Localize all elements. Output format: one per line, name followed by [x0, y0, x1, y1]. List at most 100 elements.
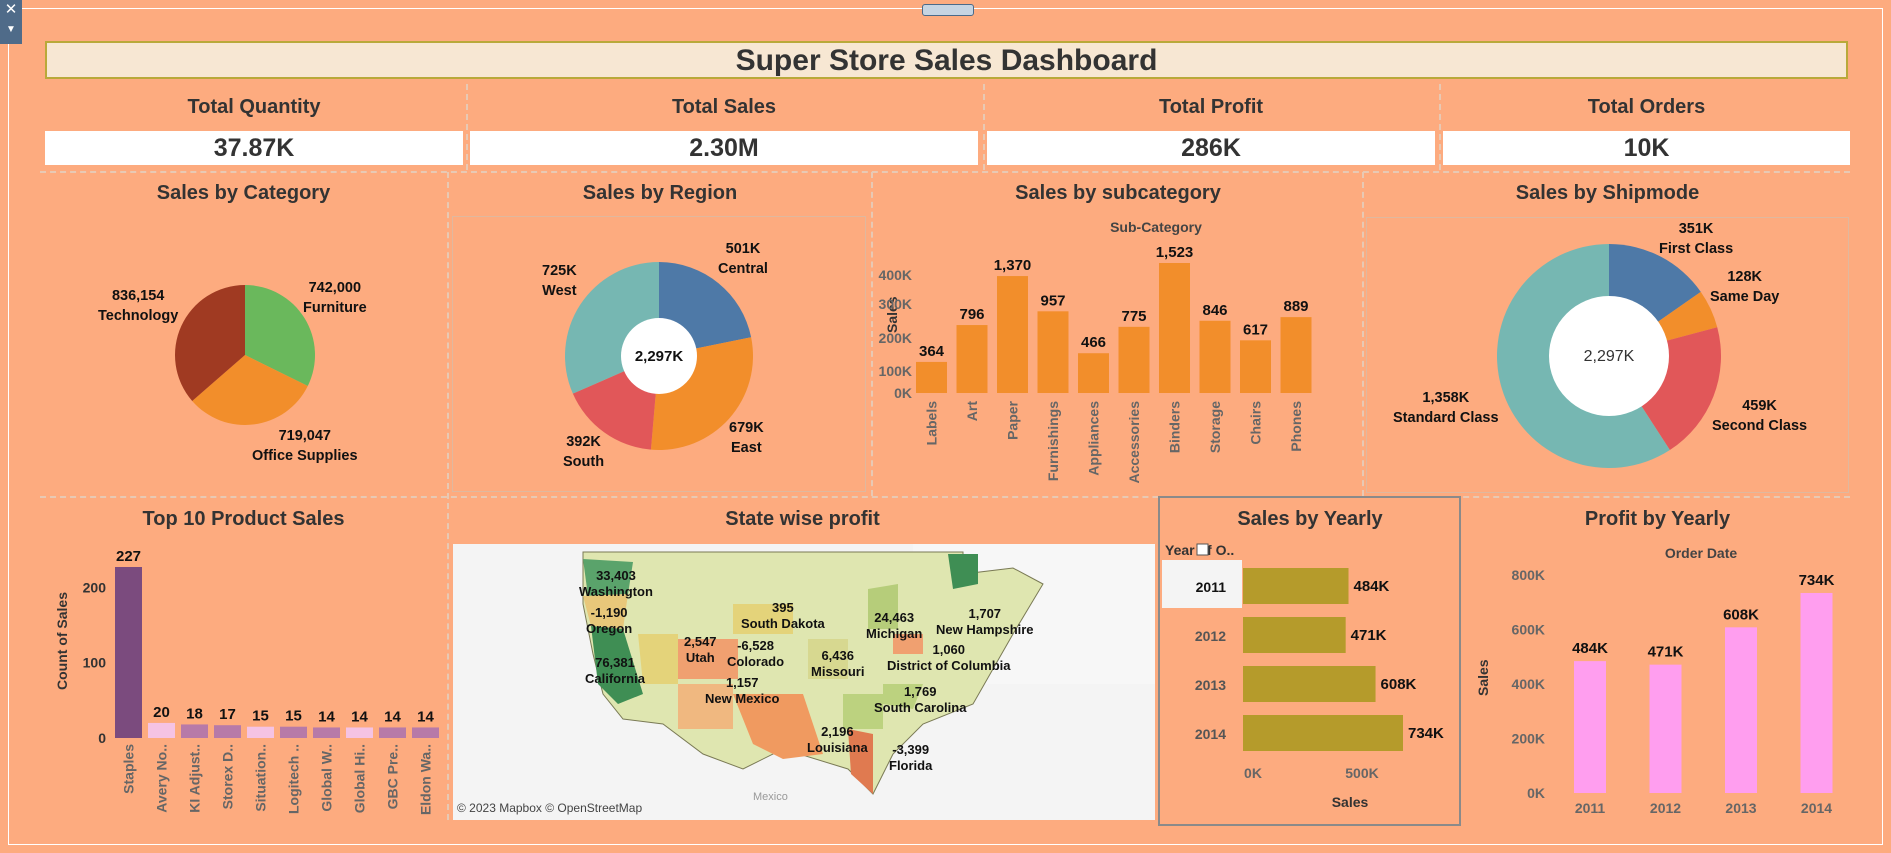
subcategory-ytick: 200K	[879, 330, 912, 346]
region-donut-chart: 2,297K	[565, 262, 753, 450]
top10-bar[interactable]	[181, 724, 208, 738]
subcategory-bar[interactable]	[1280, 317, 1312, 393]
category-slice-office-supplies[interactable]	[192, 355, 308, 425]
section-title-shipmode: Sales by Shipmode	[1515, 182, 1700, 204]
yearly-profit-ylabel: Sales	[1475, 659, 1491, 696]
container-controls[interactable]: ✕ ▼	[0, 0, 22, 44]
category-slice-furniture[interactable]	[245, 285, 315, 386]
top10-value-label: 20	[153, 704, 170, 721]
subcategory-bar[interactable]	[997, 276, 1028, 393]
yearly-profit-category-label: 2013	[1725, 800, 1756, 816]
yearly-profit-value-label: 734K	[1799, 572, 1835, 589]
shipmode-donut-chart: 2,297K	[1497, 244, 1721, 468]
subcategory-value-label: 889	[1283, 298, 1308, 315]
subcategory-bar[interactable]	[1118, 326, 1150, 393]
slice-label-first-class: 351K First Class	[1659, 221, 1734, 257]
kpi-title-profit: Total Profit	[1158, 96, 1264, 118]
subcategory-bar[interactable]	[956, 325, 988, 393]
subcategory-value-label: 796	[959, 306, 984, 323]
dashboard-title: Super Store Sales Dashboard	[45, 41, 1848, 79]
drag-handle[interactable]	[922, 4, 974, 16]
map-label-oregon: -1,190 Oregon	[586, 605, 633, 636]
yearly-profit-ytick: 400K	[1512, 676, 1545, 692]
category-slice-technology[interactable]	[175, 285, 245, 401]
subcategory-value-label: 957	[1040, 292, 1065, 309]
close-icon[interactable]: ✕	[4, 1, 18, 18]
yearly-profit-category-label: 2011	[1575, 800, 1606, 816]
top10-bar[interactable]	[346, 727, 373, 738]
top10-value-label: 14	[351, 708, 368, 725]
top10-bar[interactable]	[115, 567, 142, 738]
yearly-profit-bar-chart: Order Date Sales 0K 200K 400K 600K 800K 484K…	[1475, 545, 1835, 816]
slice-label-south: 392K South	[563, 434, 605, 470]
top10-bar[interactable]	[412, 727, 439, 738]
top10-bar[interactable]	[280, 726, 307, 738]
kpi-title-quantity: Total Quantity	[187, 96, 321, 118]
slice-label-second-class: 459K Second Class	[1712, 398, 1808, 434]
yearly-profit-bar[interactable]	[1574, 661, 1606, 793]
divider	[1439, 84, 1441, 170]
yearly-sales-bar[interactable]	[1243, 568, 1349, 604]
top10-bar[interactable]	[214, 725, 241, 738]
yearly-sales-bar[interactable]	[1243, 617, 1346, 653]
subcategory-bar[interactable]	[1240, 340, 1271, 393]
state-profit-map[interactable]: 33,403 Washington -1,190 Oregon 76,381 Cali…	[453, 544, 1155, 820]
map-label-california: 76,381 California	[585, 655, 645, 686]
map-label-michigan: 24,463 Michigan	[866, 610, 923, 641]
subcategory-bar[interactable]	[1037, 311, 1069, 393]
subcategory-header: Sub-Category	[1110, 219, 1202, 235]
top10-bar[interactable]	[247, 726, 274, 738]
subcategory-ytick: 300K	[879, 296, 912, 312]
caret-down-icon[interactable]: ▼	[6, 24, 16, 35]
kpi-title-orders: Total Orders	[1587, 96, 1706, 118]
map-label-louisiana: 2,196 Louisiana	[807, 724, 868, 755]
slice-label-office-supplies: 719,047 Office Supplies	[252, 428, 358, 464]
top10-ylabel: Count of Sales	[54, 592, 70, 690]
yearly-sales-category-label: 2013	[1195, 677, 1226, 693]
subcategory-ytick: 0K	[894, 385, 912, 401]
subcategory-bar-chart: Sub-Category Sales 0K 100K 200K 300K 400K 36…	[879, 219, 1312, 484]
yearly-profit-category-label: 2014	[1801, 800, 1832, 816]
subcategory-category-label: Accessories	[1126, 401, 1142, 484]
shipmode-center-label: 2,297K	[1584, 348, 1635, 365]
top10-value-label: 17	[219, 706, 236, 723]
yearly-profit-bar[interactable]	[1649, 664, 1682, 793]
map-attribution[interactable]: © 2023 Mapbox © OpenStreetMap	[457, 801, 643, 815]
yearly-sales-bar[interactable]	[1243, 666, 1376, 702]
slice-label-west: 725K West	[542, 263, 577, 299]
yearly-sales-category-label: 2012	[1195, 628, 1226, 644]
kpi-value-profit: 286K	[987, 131, 1435, 165]
subcategory-category-label: Labels	[924, 401, 940, 446]
subcategory-category-label: Binders	[1167, 401, 1183, 453]
subcategory-bar[interactable]	[916, 361, 947, 393]
yearly-profit-bar[interactable]	[1725, 627, 1757, 793]
slice-label-central: 501K Central	[718, 241, 768, 277]
subcategory-bar[interactable]	[1078, 353, 1109, 393]
yearly-profit-bar[interactable]	[1800, 592, 1833, 793]
divider	[466, 84, 468, 170]
yearly-profit-ytick: 200K	[1512, 731, 1545, 747]
top10-category-label: Storex D..	[220, 744, 236, 809]
subcategory-bar[interactable]	[1199, 320, 1231, 393]
divider	[871, 172, 873, 496]
top10-bar[interactable]	[313, 727, 340, 738]
yearly-sales-value-label: 734K	[1408, 725, 1444, 742]
yearly-sales-selection-frame	[1158, 496, 1461, 826]
top10-bar[interactable]	[148, 722, 175, 738]
yearly-profit-ytick: 600K	[1512, 622, 1545, 638]
slice-label-furniture: 742,000 Furniture	[303, 280, 367, 316]
yearly-profit-value-label: 608K	[1723, 606, 1759, 623]
yearly-sales-category-label: 2011	[1196, 579, 1227, 595]
section-title-subcategory: Sales by subcategory	[1015, 182, 1221, 204]
top10-bar[interactable]	[379, 727, 406, 738]
section-title-region: Sales by Region	[582, 182, 738, 204]
yearly-sales-bar[interactable]	[1243, 715, 1403, 751]
yearly-sales-value-label: 484K	[1354, 578, 1390, 595]
top10-value-label: 14	[384, 708, 401, 725]
map-label-south-dakota: 395 South Dakota	[741, 600, 825, 631]
region-chart-frame	[452, 216, 866, 492]
subcategory-bar[interactable]	[1159, 263, 1190, 393]
top10-value-label: 15	[252, 708, 269, 725]
subcategory-category-label: Phones	[1288, 401, 1304, 452]
yearly-sales-xtick: 500K	[1345, 765, 1378, 781]
